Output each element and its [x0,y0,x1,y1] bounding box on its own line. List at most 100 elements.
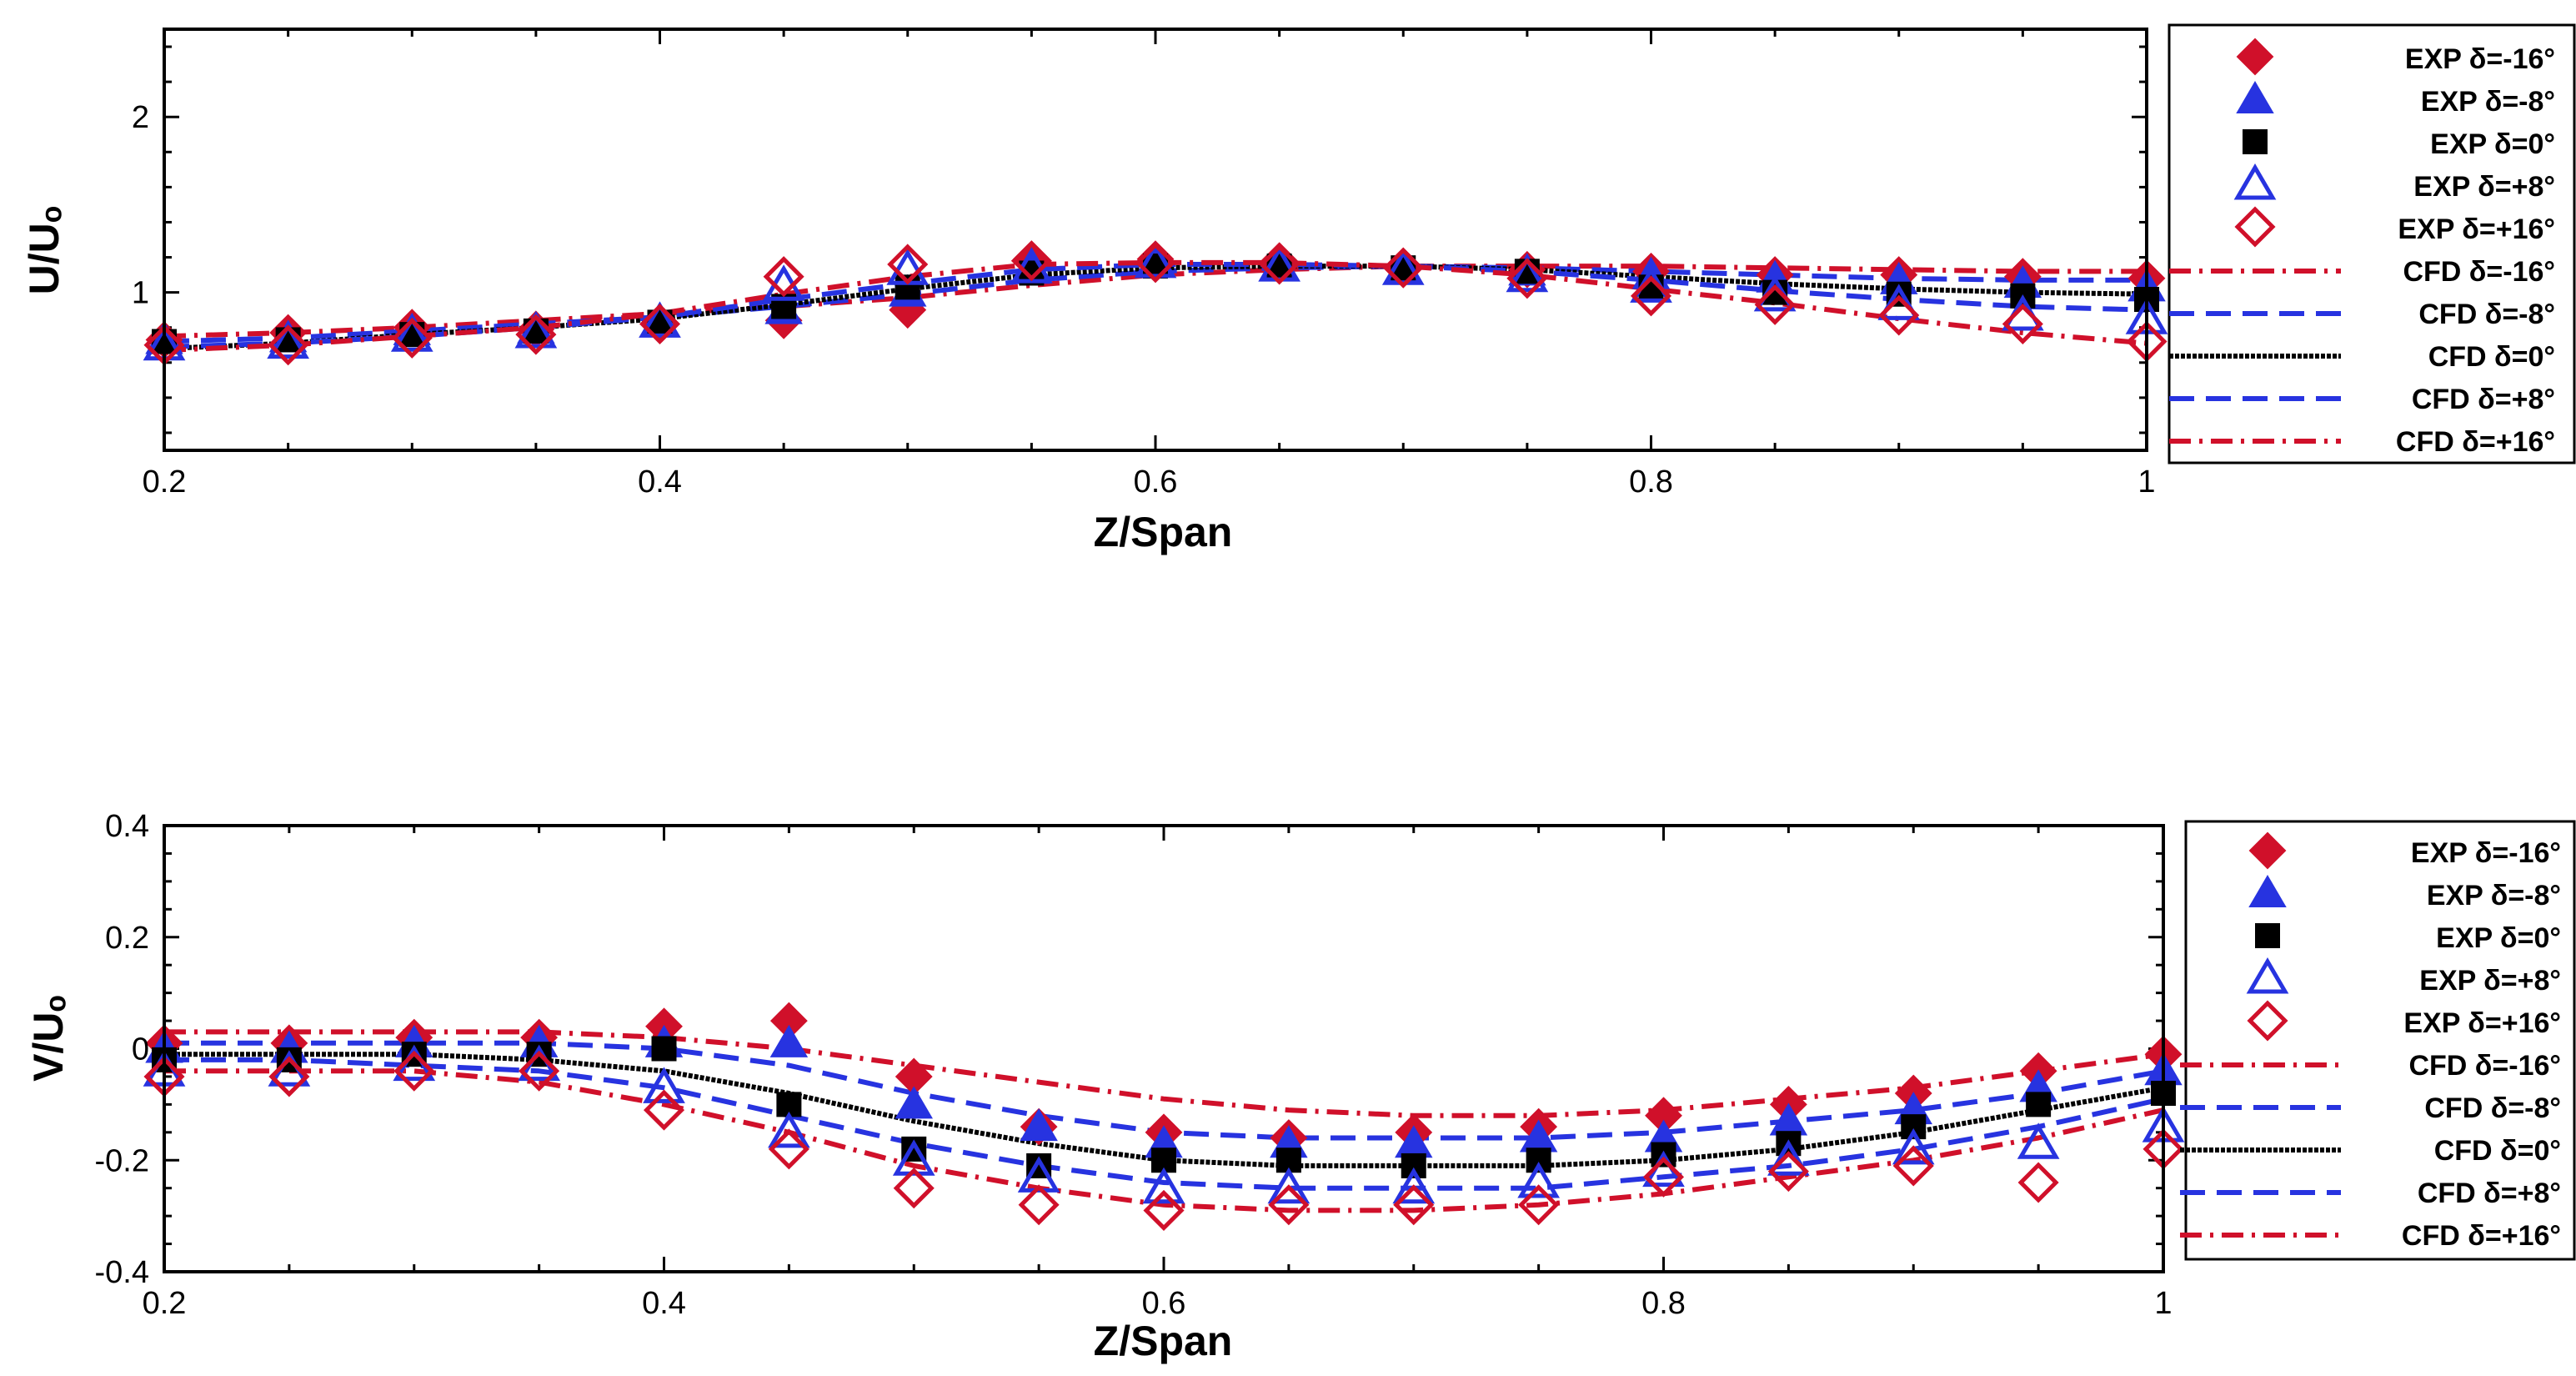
v-x-axis-title: Z/Span [1094,1318,1233,1364]
u-exp-point [1754,284,1796,325]
v-legend-label: CFD δ=+8° [2418,1178,2561,1209]
u-exp-point [1630,275,1672,317]
u-legend-marker [2236,38,2274,76]
chart-u-velocity: 0.2 0.4 0.6 0.8 1 12 Z/Span U/Uₒ EXP δ=-16°E… [21,23,2576,555]
v-legend-label: EXP δ=-8° [2427,880,2561,911]
u-exp-point [1010,240,1052,282]
v-exp-point [2017,1122,2060,1159]
v-cfd-line-0 [164,1029,2164,1118]
v-exp-point [519,1050,560,1092]
v-exp-point [768,1128,809,1170]
chart-v-velocity: 0.2 0.4 0.6 0.8 1 -0.4 -0.2 0 0.2 0.4 Z/Span V/U… [25,809,2576,1364]
v-legend-label: CFD δ=-16° [2408,1050,2561,1082]
u-ticks-group [163,29,2148,450]
u-exp-series-4 [143,240,2168,366]
v-exp-point [651,1036,677,1062]
u-legend-label: EXP δ=0° [2430,128,2555,160]
v-y-tick-label: 0 [132,1032,149,1067]
v-y-tick-labels: -0.4 -0.2 0 0.2 0.4 [95,809,149,1290]
v-exp-point [895,1086,933,1119]
v-exp-point [1526,1148,1551,1173]
u-exp-point [1135,242,1176,284]
u-exp-point [1878,294,1920,336]
v-exp-point [1020,1108,1058,1142]
v-exp-point [1767,1139,1810,1176]
v-exp-point [892,1139,935,1176]
v-x-tick-label: 0.2 [143,1286,187,1321]
u-exp-point [1506,255,1549,293]
v-cfd-line-4 [164,1068,2164,1213]
u-exp-point [391,317,433,359]
u-legend-marker [2233,163,2277,200]
v-cfd-line-3 [164,1057,2164,1191]
v-exp-point [1267,1167,1311,1204]
u-exp-point [1506,258,1548,299]
v-x-tick-label: 0.8 [1641,1286,1686,1321]
v-x-tick-label: 0.6 [1142,1286,1186,1321]
v-y-tick-label: -0.2 [95,1143,149,1178]
v-exp-point [1392,1167,1436,1204]
u-x-tick-label: 0.2 [143,465,187,500]
v-exp-point [1268,1184,1310,1226]
u-exp-point [1382,247,1424,289]
v-exp-point [2026,1092,2052,1117]
u-x-axis-title: Z/Span [1094,509,1233,555]
u-y-tick-label: 2 [132,100,149,135]
u-legend-label: EXP δ=+16° [2398,213,2555,245]
v-exp-point [1143,1189,1185,1231]
v-legend-marker [2248,831,2287,870]
u-legend-label: EXP δ=+8° [2413,171,2555,203]
v-exp-series-4 [143,1050,2184,1231]
v-exp-point [893,1168,935,1209]
v-exp-point [1892,1145,1934,1187]
u-x-tick-label: 1 [2137,465,2155,500]
u-exp-point [514,312,558,349]
v-exp-point [1892,1127,1935,1165]
v-y-tick-label: 0.2 [105,921,149,956]
v-exp-point [1018,1184,1060,1226]
v-legend-label: EXP δ=-16° [2411,837,2561,869]
u-legend-label: CFD δ=+16° [2396,426,2555,458]
v-y-tick-label: 0.4 [105,809,149,844]
v-x-tick-labels: 0.2 0.4 0.6 0.8 1 [143,1286,2173,1321]
u-legend-marker [2236,81,2274,113]
v-y-axis-title: V/Uₒ [25,995,72,1082]
v-exp-point [1642,1156,1685,1198]
u-legend: EXP δ=-16° EXP δ=-8° EXP δ=0° EXP δ=+8° EXP … [2168,23,2576,465]
v-legend-marker [2255,923,2280,948]
u-x-tick-label: 0.4 [638,465,682,500]
u-y-tick-labels: 12 [132,100,149,310]
v-legend-marker [2247,1000,2288,1042]
u-exp-point [1134,241,1177,279]
v-legend-label: EXP δ=+8° [2419,965,2561,997]
v-y-tick-label: -0.4 [95,1255,149,1290]
v-exp-point [2017,1162,2059,1203]
u-exp-markers [143,240,2168,366]
u-legend-marker [2243,129,2268,154]
u-exp-point [1877,284,1921,320]
v-legend-label: EXP δ=+16° [2403,1007,2561,1039]
v-legend-marker [2248,875,2287,907]
v-exp-point [1393,1184,1435,1226]
u-y-tick-label: 1 [132,276,149,311]
u-legend-label: EXP δ=-8° [2421,86,2555,118]
v-exp-point [1142,1167,1185,1204]
u-exp-point [267,322,309,359]
v-legend-label: CFD δ=-8° [2424,1092,2561,1124]
v-exp-point [643,1067,685,1103]
v-legend: EXP δ=-16° EXP δ=-8° EXP δ=0° EXP δ=+8° EXP … [2180,820,2576,1261]
v-legend-label: CFD δ=+16° [2402,1220,2561,1252]
u-exp-point [639,303,681,345]
v-cfd-line-2 [164,1052,2164,1168]
u-y-axis-title: U/Uₒ [21,206,68,295]
u-legend-label: CFD δ=-16° [2403,256,2555,288]
v-plot-frame [163,824,2165,1273]
u-exp-point [2002,303,2043,345]
v-legend-label: CFD δ=0° [2434,1135,2561,1167]
u-legend-marker [2234,206,2276,248]
v-exp-point [393,1050,435,1092]
v-exp-point [768,1111,810,1148]
u-exp-point [390,315,434,352]
u-legend-label: CFD δ=+8° [2412,384,2555,415]
